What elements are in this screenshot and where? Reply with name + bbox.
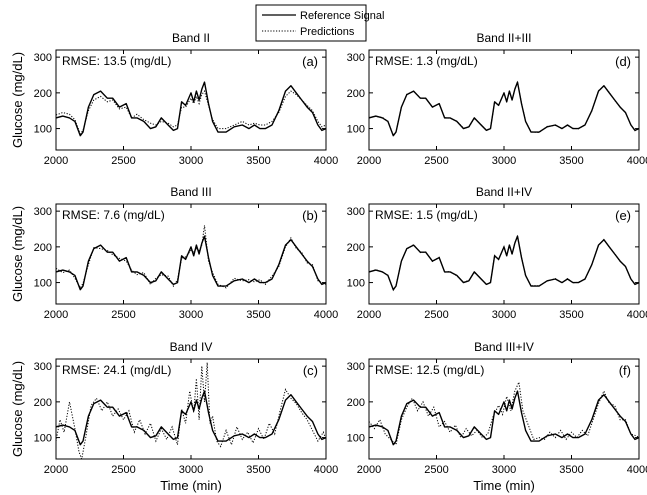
- x-tick-label: 3000: [492, 155, 516, 167]
- series-group: [369, 380, 639, 446]
- y-tick-label: 300: [347, 206, 365, 218]
- x-tick-label: 2000: [44, 464, 68, 476]
- series-reference-line: [56, 235, 326, 291]
- x-tick-label: 4000: [314, 309, 338, 321]
- panel-title: Band II+III: [476, 31, 531, 45]
- legend-label-prediction: Predictions: [300, 26, 355, 38]
- series-group: [56, 362, 326, 459]
- y-tick-label: 100: [34, 433, 52, 445]
- x-tick-label: 2500: [111, 464, 135, 476]
- series-group: [369, 234, 639, 292]
- y-tick-label: 200: [34, 397, 52, 409]
- series-prediction-line: [369, 380, 639, 446]
- x-tick-label: 2500: [424, 309, 448, 321]
- rmse-label: RMSE: 7.6 (mg/dL): [62, 208, 165, 222]
- x-tick-label: 2500: [111, 309, 135, 321]
- series-prediction-line: [56, 90, 326, 135]
- panel-title: Band II: [172, 31, 210, 45]
- x-tick-label: 2000: [44, 309, 68, 321]
- x-tick-label: 3500: [559, 309, 583, 321]
- y-tick-label: 200: [347, 88, 365, 100]
- x-tick-label: 4000: [314, 464, 338, 476]
- series-prediction-line: [369, 80, 639, 137]
- rmse-label: RMSE: 1.3 (mg/dL): [375, 54, 478, 68]
- y-tick-label: 100: [347, 278, 365, 290]
- rmse-label: RMSE: 1.5 (mg/dL): [375, 208, 478, 222]
- series-group: [56, 81, 326, 137]
- series-reference-line: [56, 81, 326, 137]
- panel-title: Band III+IV: [474, 340, 534, 354]
- y-tick-label: 300: [34, 361, 52, 373]
- rmse-label: RMSE: 12.5 (mg/dL): [375, 363, 484, 377]
- series-reference-line: [369, 235, 639, 291]
- x-tick-label: 2000: [44, 155, 68, 167]
- series-prediction-line: [369, 234, 639, 292]
- y-tick-label: 300: [34, 206, 52, 218]
- x-tick-label: 2500: [424, 155, 448, 167]
- y-tick-label: 200: [34, 88, 52, 100]
- x-tick-label: 4000: [314, 155, 338, 167]
- panel-f: 2000 2500 3000 3500 4000 100 200 300 Band III+IV…: [347, 340, 647, 493]
- x-tick-label: 3500: [246, 464, 270, 476]
- panel-a: 2000 2500 3000 3500 4000 100 200 300 Band IIRMSE…: [10, 31, 338, 167]
- y-tick-label: 300: [34, 52, 52, 64]
- x-axis-label: Time (min): [160, 478, 222, 493]
- y-tick-label: 200: [347, 242, 365, 254]
- x-tick-label: 3500: [559, 155, 583, 167]
- y-axis-label: Glucose (mg/dL): [10, 52, 25, 148]
- panel-e: 2000 2500 3000 3500 4000 100 200 300 Band II+IV R…: [347, 185, 647, 321]
- x-tick-label: 2000: [357, 155, 381, 167]
- series-group: [56, 225, 326, 291]
- panel-title: Band IV: [170, 340, 213, 354]
- x-tick-label: 2000: [357, 309, 381, 321]
- y-axis-label: Glucose (mg/dL): [10, 361, 25, 457]
- panel-c: 2000 2500 3000 3500 4000 100 200 300 Band IV RMSE…: [10, 340, 338, 493]
- panel-letter: (b): [302, 208, 318, 223]
- x-tick-label: 2000: [357, 464, 381, 476]
- y-tick-label: 100: [347, 124, 365, 136]
- y-tick-label: 100: [347, 433, 365, 445]
- x-tick-label: 3000: [179, 309, 203, 321]
- y-tick-label: 200: [34, 242, 52, 254]
- panel-title: Band II+IV: [476, 185, 532, 199]
- series-prediction-line: [56, 225, 326, 289]
- x-tick-label: 3000: [179, 464, 203, 476]
- rmse-label: RMSE: 13.5 (mg/dL): [62, 54, 171, 68]
- legend: Reference Signal Predictions: [255, 4, 384, 42]
- panel-b: 2000 2500 3000 3500 4000 100 200 300 Band III RMS…: [10, 185, 338, 321]
- panel-letter: (f): [619, 363, 631, 378]
- y-axis-label: Glucose (mg/dL): [10, 206, 25, 302]
- legend-label-reference: Reference Signal: [300, 10, 384, 22]
- y-tick-label: 300: [347, 361, 365, 373]
- panel-letter: (e): [615, 208, 631, 223]
- x-tick-label: 3500: [246, 309, 270, 321]
- panel-letter: (d): [615, 54, 631, 69]
- series-prediction-line: [56, 362, 326, 459]
- panel-letter: (c): [303, 363, 318, 378]
- rmse-label: RMSE: 24.1 (mg/dL): [62, 363, 171, 377]
- x-tick-label: 3000: [492, 309, 516, 321]
- legend-box: [255, 4, 367, 42]
- panel-d: 2000 2500 3000 3500 4000 100 200 300 Band II+III…: [347, 31, 647, 167]
- panel-title: Band III: [170, 185, 211, 199]
- x-tick-label: 4000: [627, 155, 647, 167]
- x-tick-label: 3500: [246, 155, 270, 167]
- x-tick-label: 3500: [559, 464, 583, 476]
- series-group: [369, 80, 639, 137]
- series-reference-line: [369, 390, 639, 446]
- y-tick-label: 300: [347, 52, 365, 64]
- panel-letter: (a): [302, 54, 318, 69]
- y-tick-label: 100: [34, 124, 52, 136]
- y-tick-label: 200: [347, 397, 365, 409]
- x-tick-label: 2500: [111, 155, 135, 167]
- x-tick-label: 2500: [424, 464, 448, 476]
- x-tick-label: 4000: [627, 309, 647, 321]
- x-tick-label: 4000: [627, 464, 647, 476]
- y-tick-label: 100: [34, 278, 52, 290]
- x-axis-label: Time (min): [473, 478, 535, 493]
- x-tick-label: 3000: [179, 155, 203, 167]
- x-tick-label: 3000: [492, 464, 516, 476]
